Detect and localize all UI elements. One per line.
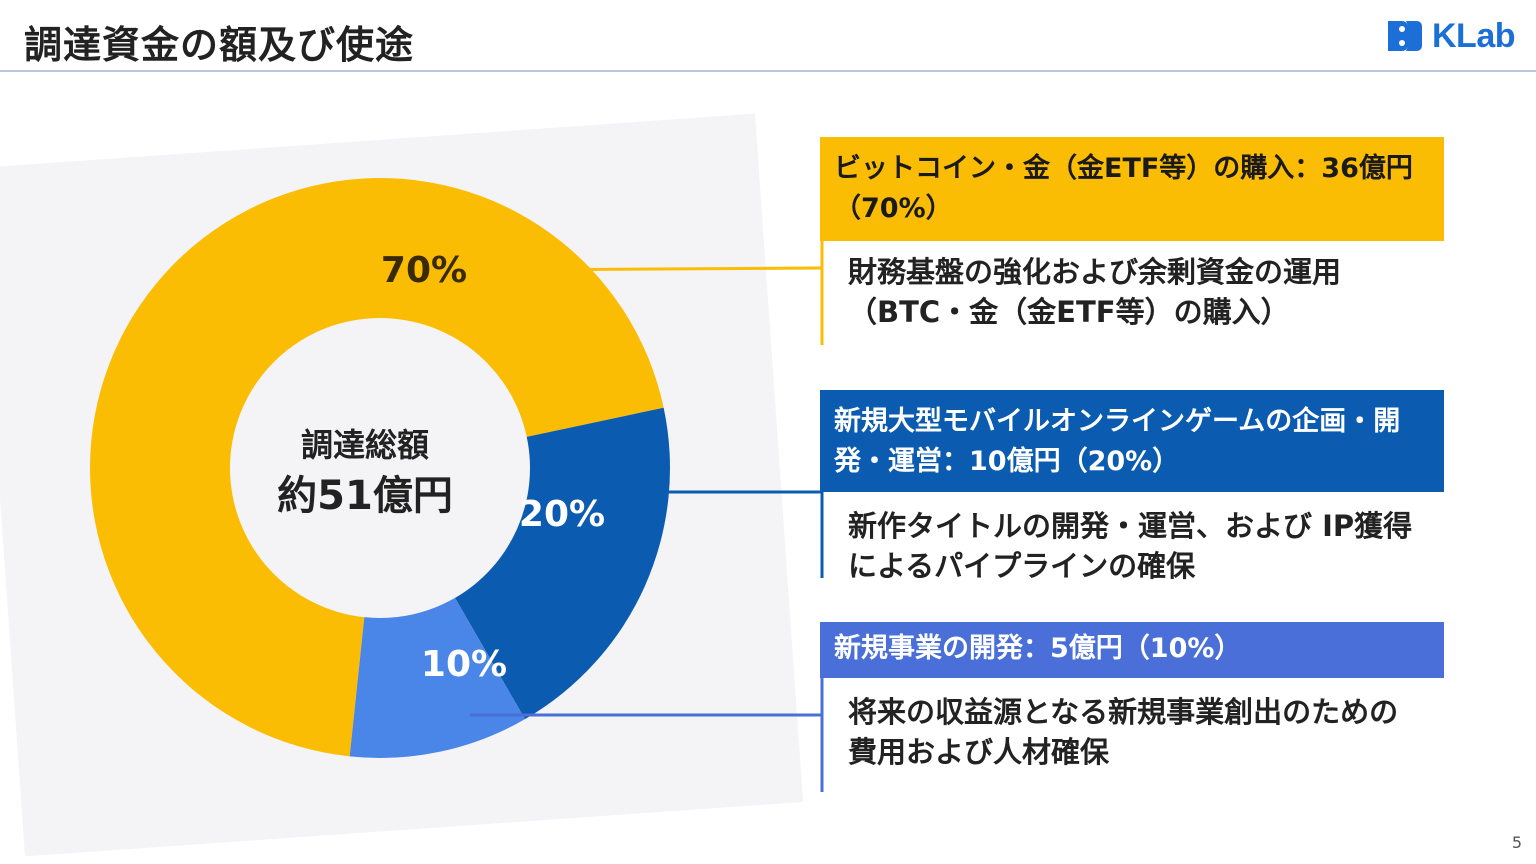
donut-slice-1 [90, 178, 664, 757]
use-heading-mobile-game: 新規大型モバイルオンラインゲームの企画・開発・運営：10億円（20%） [820, 390, 1444, 492]
title-divider [0, 70, 1536, 72]
donut-slice-3 [349, 597, 525, 758]
leader-line-1 [499, 266, 823, 272]
use-description-new-business: 将来の収益源となる新規事業創出のための費用および人材確保 [848, 695, 1399, 769]
klab-logo-icon [1388, 21, 1422, 51]
slice-label-10: 10% [420, 644, 508, 685]
klab-logo: KLab [1386, 14, 1516, 58]
center-label-total: 約51億円 [277, 473, 453, 519]
use-description-mobile-game: 新作タイトルの開発・運営、および IP獲得によるパイプラインの確保 [848, 509, 1413, 583]
page-title: 調達資金の額及び使途 [24, 23, 415, 67]
use-heading-bitcoin-gold: ビットコイン・金（金ETF等）の購入：36億円（70%） [820, 137, 1444, 241]
slice-label-20: 20% [518, 494, 606, 535]
klab-logo-text: KLab [1432, 16, 1516, 55]
page-number: 5 [1511, 833, 1522, 852]
slice-label-70: 70% [380, 250, 468, 291]
use-description-bitcoin-gold: 財務基盤の強化および余剰資金の運用（BTC・金（金ETF等）の購入） [848, 255, 1342, 329]
donut-slice-2 [455, 407, 670, 720]
use-heading-new-business: 新規事業の開発：5億円（10%） [820, 622, 1444, 678]
center-label-title: 調達総額 [300, 426, 429, 464]
